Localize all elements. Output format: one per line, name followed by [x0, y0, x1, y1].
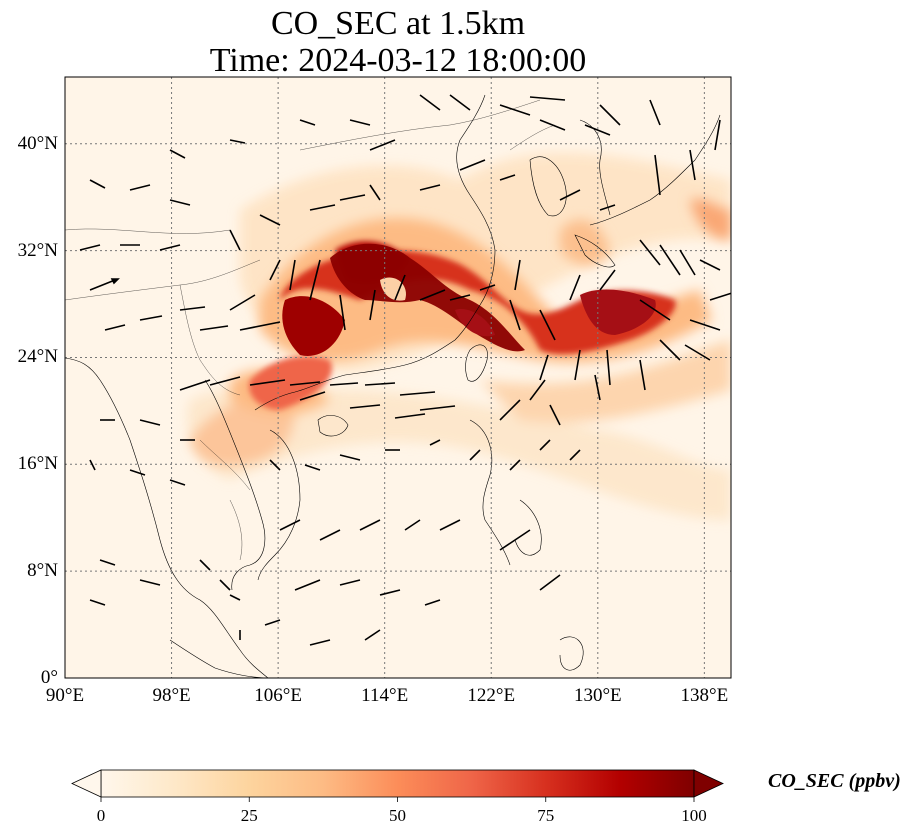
lat-tick-label: 8°N — [27, 560, 58, 582]
colorbar-tick-label: 25 — [240, 806, 258, 825]
colorbar-tick-label: 100 — [681, 806, 707, 825]
plot-title: CO_SEC at 1.5km — [270, 5, 526, 42]
wind-vectors — [79, 94, 731, 646]
lat-tick-label: 32°N — [17, 239, 58, 261]
plot-subtitle: Time: 2024-03-12 18:00:00 — [209, 42, 587, 79]
lat-tick-label: 40°N — [17, 132, 58, 154]
lat-tick-label: 0° — [40, 667, 58, 688]
map-frame — [64, 76, 732, 679]
lon-tick-label: 122°E — [467, 685, 516, 706]
lon-tick-label: 90°E — [45, 685, 85, 706]
colorbar-extend-high — [693, 769, 724, 798]
lon-tick-label: 130°E — [573, 685, 622, 706]
colorbar-extend-low — [71, 769, 102, 798]
colorbar — [71, 769, 724, 802]
lon-tick-label: 106°E — [254, 685, 302, 706]
lat-tick-label: 16°N — [17, 453, 58, 475]
lon-tick-label: 98°E — [152, 685, 191, 706]
colorbar-tick-label: 0 — [96, 806, 106, 825]
colorbar-tick-label: 75 — [537, 806, 555, 825]
colorbar-gradient — [100, 769, 695, 798]
lat-tick-label: 24°N — [17, 346, 58, 368]
colorbar-ticks — [100, 797, 695, 802]
country-borders — [65, 99, 556, 561]
colorbar-tick-label: 50 — [389, 806, 406, 825]
coastlines — [65, 94, 721, 678]
colorbar-title: CO_SEC (ppbv) — [768, 770, 901, 792]
lon-tick-label: 114°E — [361, 685, 409, 706]
lon-tick-label: 138°E — [680, 685, 729, 706]
